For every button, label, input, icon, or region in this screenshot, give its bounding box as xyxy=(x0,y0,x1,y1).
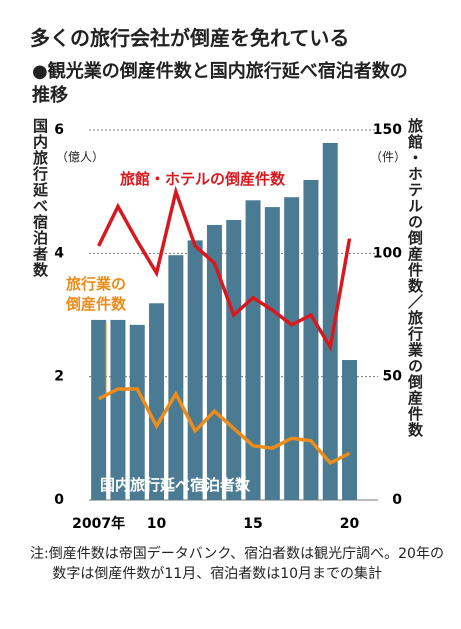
chart-subtitle: ●観光業の倒産件数と国内旅行延べ宿泊者数の推移 xyxy=(32,61,408,106)
y-tick-label: 0 xyxy=(54,492,64,508)
bar xyxy=(168,255,184,500)
y-unit: （億人） xyxy=(56,150,105,164)
bar xyxy=(303,179,319,500)
bar xyxy=(284,197,300,500)
series-label: 国内旅行延べ宿泊者数 xyxy=(100,476,251,494)
bar xyxy=(226,220,242,501)
bar xyxy=(342,360,358,500)
y2-tick-label: 100 xyxy=(373,245,402,261)
chart: 0 2 4 6 0 50 100 150 2007年 10 15 20 xyxy=(54,122,403,532)
y2-tick-label: 0 xyxy=(392,492,402,508)
x-tick-label: 15 xyxy=(243,516,262,532)
y2-tick-label: 150 xyxy=(373,122,402,138)
bar xyxy=(187,240,203,500)
line xyxy=(97,185,352,352)
x-tick-label: 20 xyxy=(340,516,360,532)
bar xyxy=(91,319,107,500)
y2-tick-label: 50 xyxy=(383,369,403,385)
bar xyxy=(129,324,145,500)
note: 注:倒産件数は帝国データバンク、宿泊者数は観光庁調べ。20年の数字は倒産件数が1… xyxy=(30,546,444,582)
series-label: 旅行業の倒産件数 xyxy=(66,275,127,313)
y2-axis-label: 旅館・ホテルの倒産件数／旅行業の倒産件数 xyxy=(406,118,424,438)
bar xyxy=(264,207,280,501)
line xyxy=(97,387,351,466)
bar xyxy=(110,319,126,500)
series-label: 旅館・ホテルの倒産件数 xyxy=(120,170,286,188)
bar xyxy=(245,200,261,501)
y-tick-label: 4 xyxy=(54,245,64,261)
y-axis-label: 国内旅行延べ宿泊者数 xyxy=(31,118,49,278)
bar xyxy=(149,303,165,500)
x-tick-label: 2007年 xyxy=(72,515,125,532)
chart-title: 多くの旅行会社が倒産を免れている xyxy=(30,26,350,50)
y2-unit: （件） xyxy=(370,150,407,164)
bar xyxy=(206,224,222,500)
bar xyxy=(322,142,338,500)
x-tick-label: 10 xyxy=(147,516,167,532)
y-tick-label: 2 xyxy=(54,369,64,385)
y-tick-label: 6 xyxy=(54,122,64,138)
